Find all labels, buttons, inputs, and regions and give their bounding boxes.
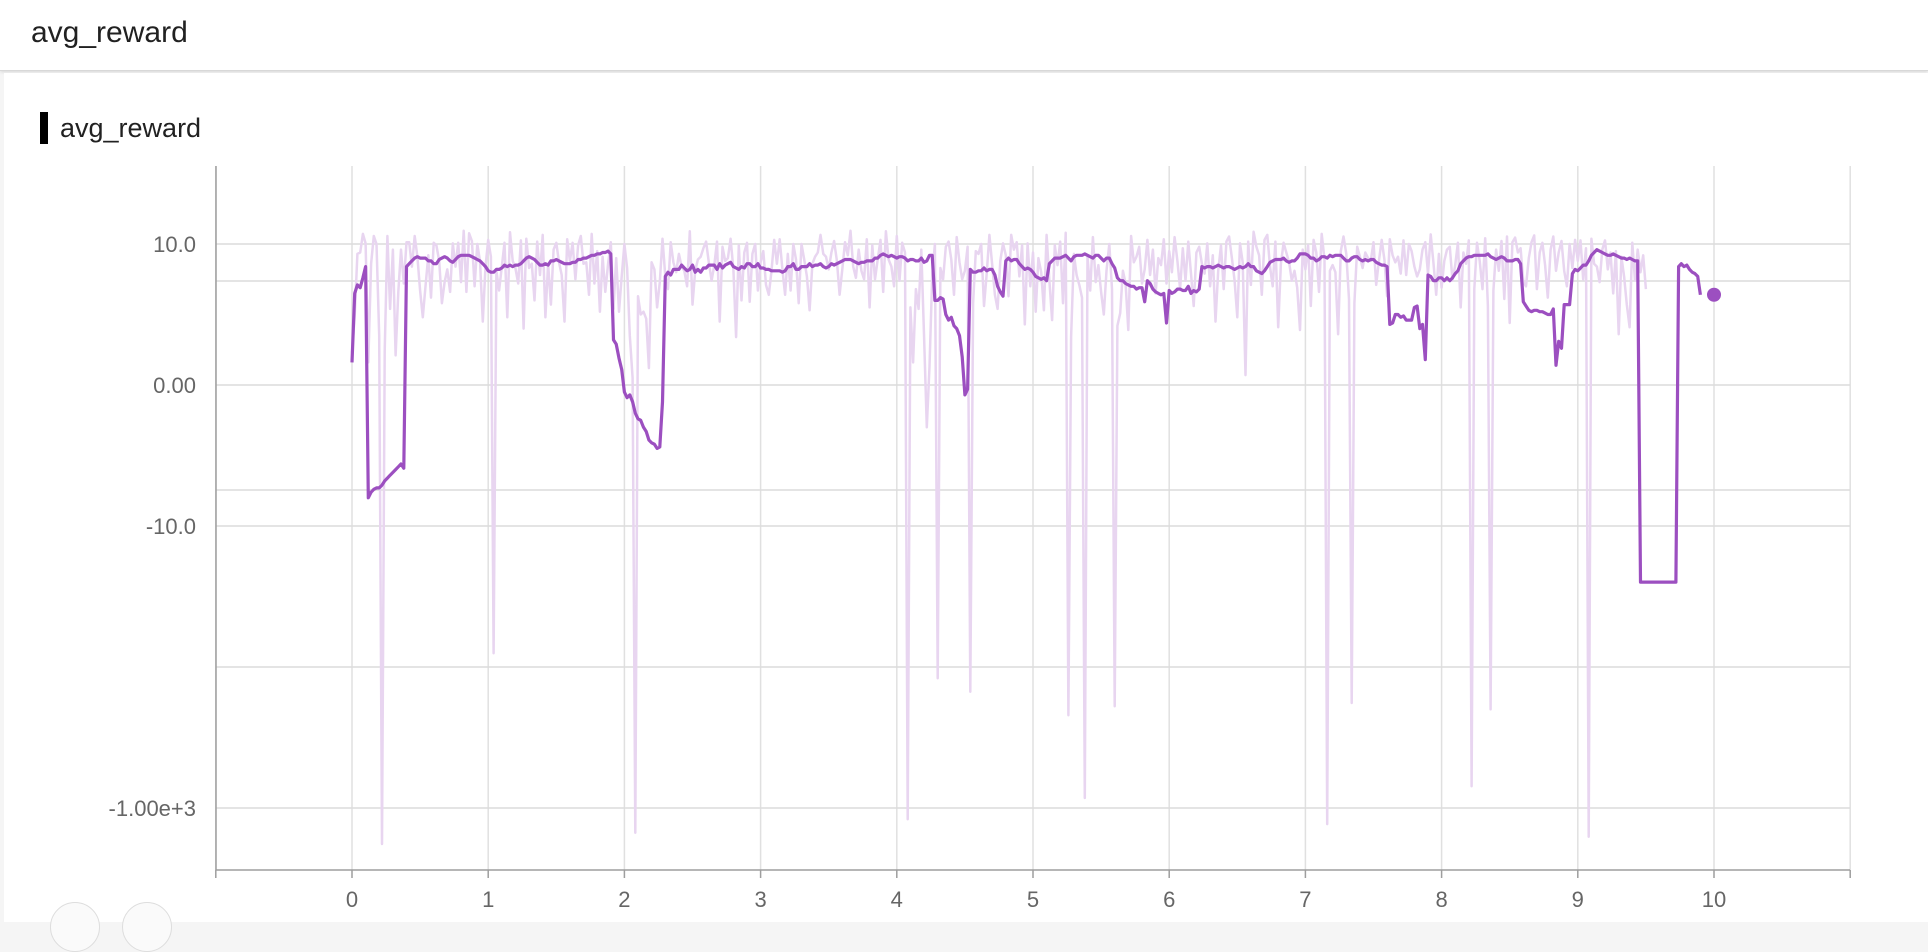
raw-series (352, 231, 1646, 844)
x-tick-labels: 0 1 2 3 4 5 6 7 8 9 10 (346, 887, 1726, 912)
y-tick-label: 10.0 (153, 232, 196, 257)
x-tick-label: 8 (1435, 887, 1447, 912)
x-tick-label: 4 (891, 887, 903, 912)
chart-svg[interactable]: 0 1 2 3 4 5 6 7 8 9 10 10.0 0.00 -10.0 -1.00e+3 (0, 0, 1928, 922)
y-tick-label: 0.00 (153, 373, 196, 398)
last-point-marker (1707, 288, 1721, 302)
x-tick-label: 9 (1572, 887, 1584, 912)
y-tick-label: -10.0 (146, 514, 196, 539)
y-tick-labels: 10.0 0.00 -10.0 -1.00e+3 (109, 232, 196, 821)
footer-circle-left[interactable] (50, 902, 100, 952)
y-tick-label: -1.00e+3 (109, 796, 196, 821)
x-tick-label: 0 (346, 887, 358, 912)
x-tick-label: 1 (482, 887, 494, 912)
x-tick-label: 2 (618, 887, 630, 912)
raw-series-line (352, 231, 1646, 844)
x-tick-label: 10 (1702, 887, 1726, 912)
x-tick-label: 5 (1027, 887, 1039, 912)
x-tick-label: 7 (1299, 887, 1311, 912)
x-tick-label: 6 (1163, 887, 1175, 912)
footer-circle-right[interactable] (122, 902, 172, 952)
x-tick-label: 3 (754, 887, 766, 912)
